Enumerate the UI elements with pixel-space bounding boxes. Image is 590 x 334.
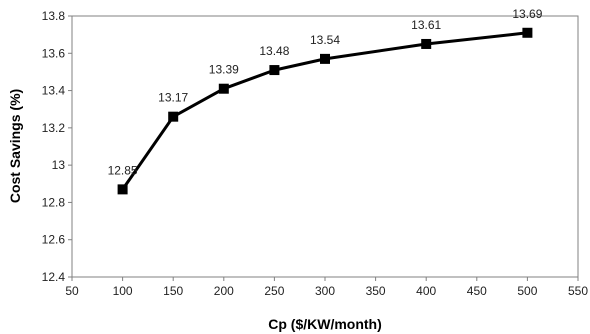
x-tick-label: 300 [315,284,335,298]
data-label: 13.69 [512,7,542,21]
x-tick-label: 450 [467,284,487,298]
y-tick-label: 13.8 [42,9,66,23]
data-label: 13.17 [158,91,188,105]
x-tick-label: 400 [416,284,436,298]
y-tick-label: 13.2 [42,121,66,135]
y-tick-label: 12.6 [42,233,66,247]
x-axis: 50 100 150 200 250 300 350 400 450 500 550 [65,277,588,298]
x-tick-label: 250 [264,284,284,298]
y-tick-label: 13.6 [42,46,66,60]
x-axis-title: Cp ($/KW/month) [268,316,382,332]
data-point-marker [269,65,280,76]
data-label: 13.39 [209,63,239,77]
x-tick-label: 350 [366,284,386,298]
data-label: 13.48 [259,44,289,58]
data-point-marker [522,27,533,38]
data-point-marker [218,83,229,94]
y-tick-label: 12.4 [42,270,66,284]
data-label: 13.54 [310,33,340,47]
data-point-marker [117,184,128,195]
y-axis: 12.4 12.6 12.8 13 13.2 13.4 13.6 13.8 [42,9,72,284]
x-tick-label: 200 [214,284,234,298]
data-point-marker [421,38,432,49]
data-point-marker [320,53,330,64]
x-tick-label: 50 [65,284,79,298]
y-axis-title: Cost Savings (%) [7,89,23,203]
y-tick-label: 13.4 [42,84,66,98]
data-label: 12.85 [108,163,138,177]
series-group: 12.85 13.17 13.39 13.48 13.54 13.61 13.69 [108,7,543,195]
x-tick-label: 550 [568,284,588,298]
y-tick-label: 12.8 [42,195,66,209]
data-label: 13.61 [411,18,441,32]
x-tick-label: 100 [113,284,133,298]
x-tick-label: 150 [163,284,183,298]
data-point-marker [168,111,179,122]
x-tick-label: 500 [517,284,537,298]
y-tick-label: 13 [52,158,66,172]
